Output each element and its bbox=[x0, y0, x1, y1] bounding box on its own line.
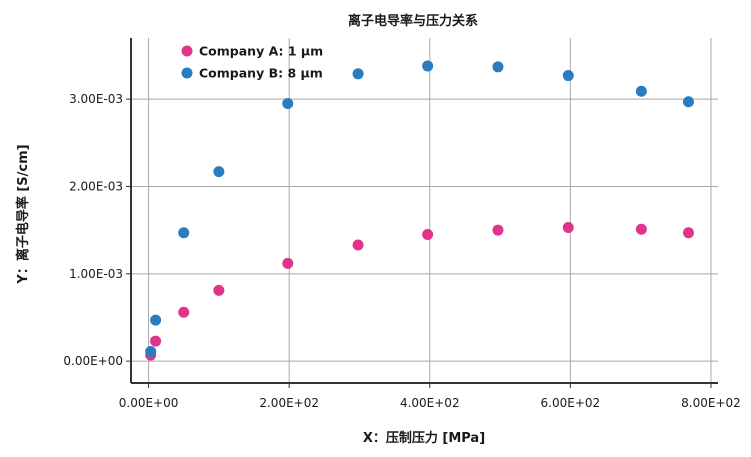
data-point bbox=[178, 227, 190, 239]
x-tick-label: 0.00E+00 bbox=[119, 396, 179, 410]
tick-labels: 0.00E+00 2.00E+02 4.00E+02 6.00E+02 8.00E+02… bbox=[63, 92, 740, 410]
legend-marker bbox=[181, 45, 193, 57]
data-points bbox=[145, 60, 694, 361]
y-axis-title: Y：离子电导率 [S/cm] bbox=[15, 144, 31, 284]
legend-label: Company B: 8 μm bbox=[199, 66, 323, 81]
legend-label: Company A: 1 μm bbox=[199, 44, 323, 59]
axes bbox=[126, 38, 718, 388]
data-point bbox=[682, 227, 694, 239]
data-point bbox=[213, 284, 225, 296]
data-point bbox=[213, 166, 225, 178]
data-point bbox=[635, 223, 647, 235]
data-point bbox=[562, 222, 574, 234]
data-point bbox=[682, 96, 694, 108]
data-point bbox=[422, 229, 434, 241]
legend: Company A: 1 μm Company B: 8 μm bbox=[181, 44, 323, 81]
data-point bbox=[635, 85, 647, 97]
data-point bbox=[492, 61, 504, 73]
x-tick-label: 4.00E+02 bbox=[400, 396, 460, 410]
data-point bbox=[352, 68, 364, 80]
x-tick-label: 6.00E+02 bbox=[541, 396, 601, 410]
y-tick-label: 1.00E-03 bbox=[69, 267, 123, 281]
series-b bbox=[145, 60, 694, 358]
series-a bbox=[145, 222, 694, 361]
x-tick-label: 8.00E+02 bbox=[681, 396, 741, 410]
data-point bbox=[282, 257, 294, 269]
y-tick-label: 2.00E-03 bbox=[69, 179, 123, 193]
data-point bbox=[145, 346, 157, 358]
data-point bbox=[150, 314, 162, 326]
grid bbox=[131, 38, 718, 383]
data-point bbox=[352, 239, 364, 251]
legend-marker bbox=[181, 67, 193, 79]
x-tick-label: 2.00E+02 bbox=[259, 396, 319, 410]
y-tick-label: 0.00E+00 bbox=[63, 354, 123, 368]
data-point bbox=[422, 60, 434, 72]
data-point bbox=[492, 224, 504, 236]
data-point bbox=[282, 98, 294, 110]
y-tick-label: 3.00E-03 bbox=[69, 92, 123, 106]
data-point bbox=[562, 70, 574, 82]
data-point bbox=[150, 335, 162, 347]
data-point bbox=[178, 306, 190, 318]
chart-title: 离子电导率与压力关系 bbox=[348, 13, 478, 29]
x-axis-title: X：压制压力 [MPa] bbox=[363, 430, 485, 446]
